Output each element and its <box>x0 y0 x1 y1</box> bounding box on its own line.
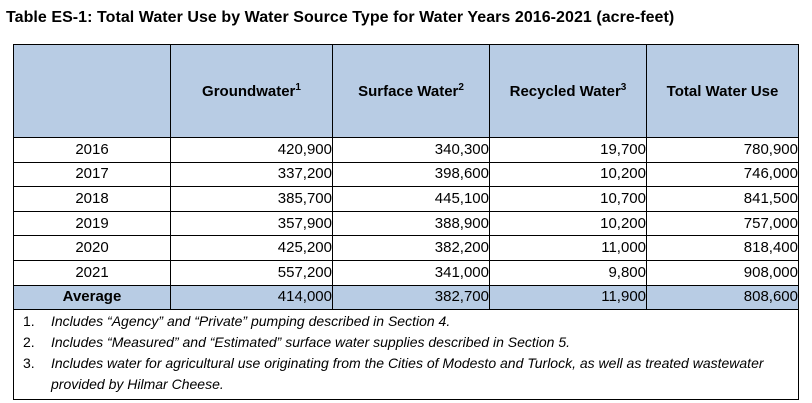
footnote-number: 3. <box>23 355 35 372</box>
cell-total: 780,900 <box>646 137 799 163</box>
cell-total: 746,000 <box>646 161 799 188</box>
table-row: 2018 385,700 445,100 10,700 841,500 <box>13 186 799 212</box>
footnote-text: Includes “Measured” and “Estimated” surf… <box>51 334 571 351</box>
footnote-text: Includes water for agricultural use orig… <box>51 355 764 393</box>
table-title: Table ES-1: Total Water Use by Water Sou… <box>6 9 675 26</box>
header-recycled-water: Recycled Water3 <box>489 44 647 138</box>
footnote: 2. Includes “Measured” and “Estimated” s… <box>13 332 799 354</box>
footnote: 1. Includes “Agency” and “Private” pumpi… <box>13 309 799 333</box>
cell-recycled-water: 10,200 <box>489 210 647 237</box>
cell-total: 808,600 <box>646 284 799 311</box>
cell-recycled-water: 10,700 <box>489 186 647 212</box>
footnote-text: Includes “Agency” and “Private” pumping … <box>51 313 451 330</box>
cell-surface-water: 388,900 <box>332 210 490 237</box>
cell-groundwater: 557,200 <box>170 259 333 286</box>
header-total-water-use: Total Water Use <box>646 44 799 138</box>
cell-groundwater: 357,900 <box>170 210 333 237</box>
cell-recycled-water: 10,200 <box>489 161 647 188</box>
cell-groundwater: 425,200 <box>170 235 333 261</box>
cell-groundwater: 414,000 <box>170 284 333 311</box>
cell-groundwater: 385,700 <box>170 186 333 212</box>
cell-year: 2019 <box>13 210 171 237</box>
cell-recycled-water: 9,800 <box>489 259 647 286</box>
table-row: 2016 420,900 340,300 19,700 780,900 <box>13 137 799 163</box>
table-row: 2020 425,200 382,200 11,000 818,400 <box>13 235 799 261</box>
cell-year: 2020 <box>13 235 171 261</box>
header-groundwater: Groundwater1 <box>170 44 333 138</box>
header-surface-water: Surface Water2 <box>332 44 490 138</box>
table-row: 2017 337,200 398,600 10,200 746,000 <box>13 161 799 188</box>
footnote-number: 1. <box>23 313 35 330</box>
cell-groundwater: 337,200 <box>170 161 333 188</box>
footnote-number: 2. <box>23 334 35 351</box>
cell-surface-water: 398,600 <box>332 161 490 188</box>
average-row: Average 414,000 382,700 11,900 808,600 <box>13 284 799 311</box>
table-row: 2019 357,900 388,900 10,200 757,000 <box>13 210 799 237</box>
cell-surface-water: 382,200 <box>332 235 490 261</box>
cell-recycled-water: 11,000 <box>489 235 647 261</box>
cell-total: 818,400 <box>646 235 799 261</box>
cell-total: 908,000 <box>646 259 799 286</box>
cell-surface-water: 445,100 <box>332 186 490 212</box>
footnote-row: 2. Includes “Measured” and “Estimated” s… <box>13 332 799 354</box>
cell-total: 841,500 <box>646 186 799 212</box>
cell-groundwater: 420,900 <box>170 137 333 163</box>
cell-average-label: Average <box>13 284 171 311</box>
cell-year: 2021 <box>13 259 171 286</box>
cell-year: 2016 <box>13 137 171 163</box>
table-row: 2021 557,200 341,000 9,800 908,000 <box>13 259 799 286</box>
cell-year: 2018 <box>13 186 171 212</box>
cell-year: 2017 <box>13 161 171 188</box>
cell-recycled-water: 11,900 <box>489 284 647 311</box>
footnote-row: 3. Includes water for agricultural use o… <box>13 353 799 401</box>
cell-total: 757,000 <box>646 210 799 237</box>
header-year <box>13 44 171 138</box>
cell-recycled-water: 19,700 <box>489 137 647 163</box>
cell-surface-water: 340,300 <box>332 137 490 163</box>
footnote-row: 1. Includes “Agency” and “Private” pumpi… <box>13 309 799 333</box>
cell-surface-water: 382,700 <box>332 284 490 311</box>
cell-surface-water: 341,000 <box>332 259 490 286</box>
water-use-table: Groundwater1 Surface Water2 Recycled Wat… <box>13 44 799 401</box>
header-row: Groundwater1 Surface Water2 Recycled Wat… <box>13 44 799 138</box>
footnote: 3. Includes water for agricultural use o… <box>13 353 799 401</box>
